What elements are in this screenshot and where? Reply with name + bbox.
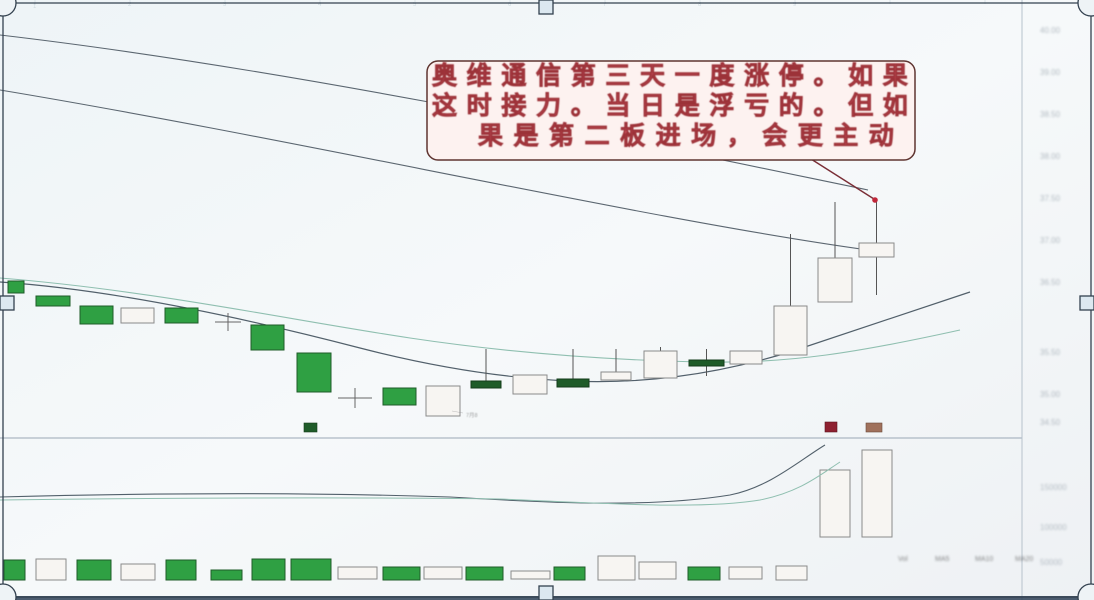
svg-text:MA20: MA20: [1015, 556, 1033, 563]
svg-text:MA10: MA10: [975, 556, 993, 563]
svg-text:7月8: 7月8: [466, 412, 478, 419]
svg-text:50000: 50000: [1040, 558, 1063, 567]
svg-text:35.00: 35.00: [1040, 390, 1061, 399]
svg-text:38.00: 38.00: [1040, 152, 1061, 161]
svg-text:34.50: 34.50: [1040, 418, 1061, 427]
svg-text:35.50: 35.50: [1040, 348, 1061, 357]
svg-text:150000: 150000: [1040, 483, 1067, 492]
svg-text:100000: 100000: [1040, 523, 1067, 532]
svg-text:Vol: Vol: [898, 556, 908, 563]
svg-text:36.50: 36.50: [1040, 278, 1061, 287]
svg-text:40.00: 40.00: [1040, 26, 1061, 35]
svg-text:37.50: 37.50: [1040, 194, 1061, 203]
svg-text:39.00: 39.00: [1040, 68, 1061, 77]
svg-text:MA5: MA5: [935, 556, 950, 563]
svg-text:37.00: 37.00: [1040, 236, 1061, 245]
svg-text:38.50: 38.50: [1040, 110, 1061, 119]
